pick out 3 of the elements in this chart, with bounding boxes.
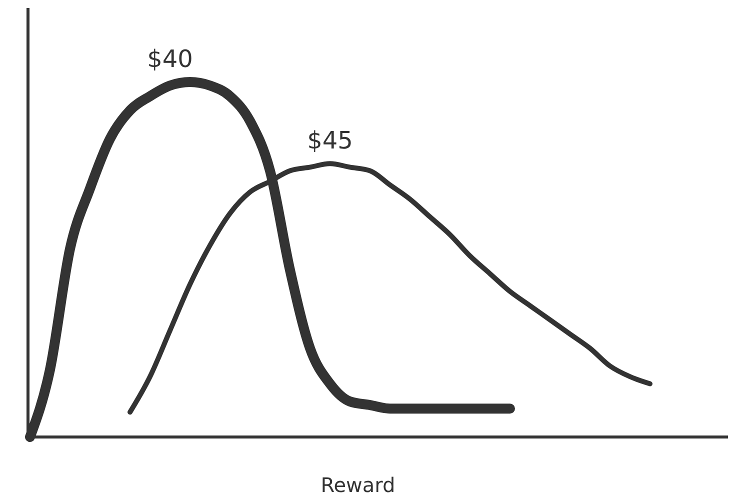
series-label: $45 [307, 126, 353, 155]
x-axis-title: Reward [320, 473, 396, 497]
series-label: $40 [147, 45, 193, 73]
